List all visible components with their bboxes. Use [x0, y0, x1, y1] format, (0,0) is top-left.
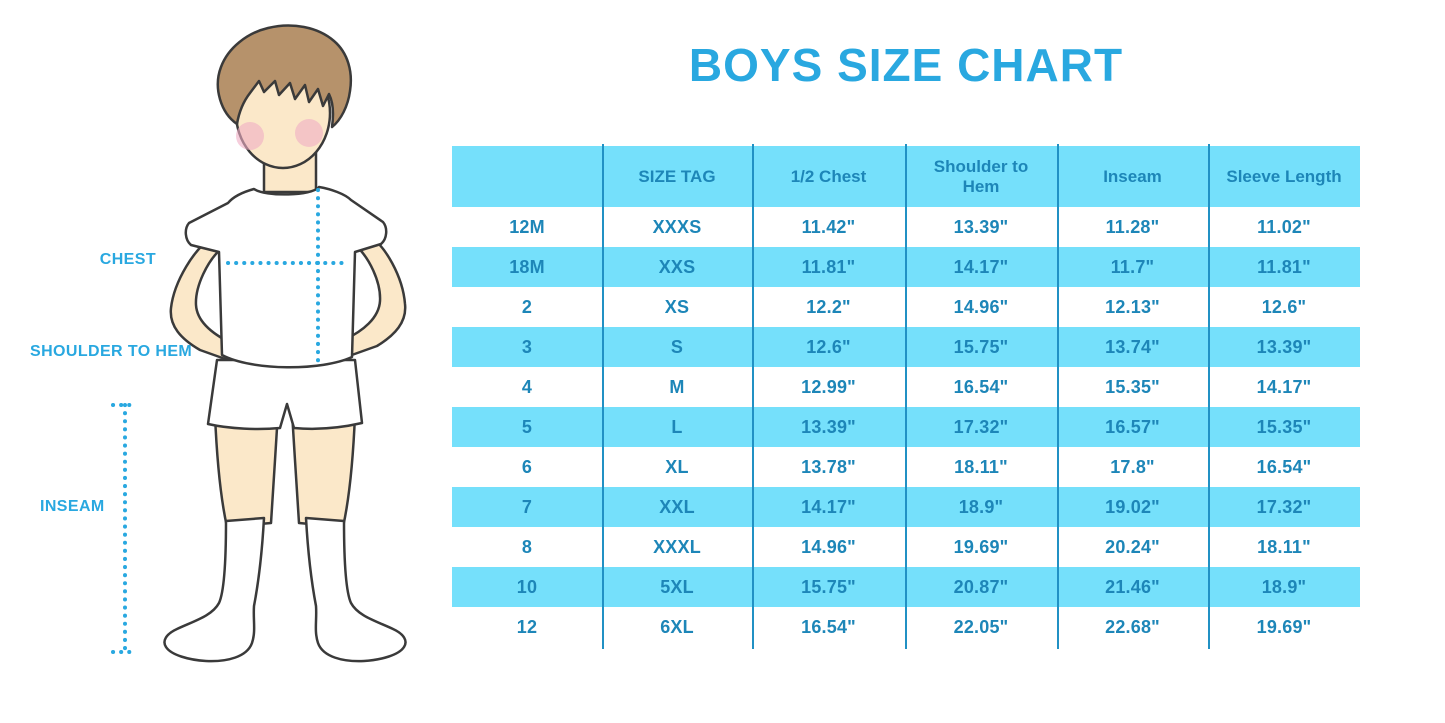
measurement-cell: 18.11" [954, 456, 1008, 477]
measurement-cell: S [670, 336, 684, 357]
measurement-cell: 18.11" [1257, 536, 1311, 557]
inseam-label: INSEAM [40, 498, 105, 515]
measurement-cell: XXS [658, 256, 696, 277]
size-cell: 10 [516, 576, 538, 597]
size-cell: 12 [516, 616, 538, 637]
measurement-cell: 14.96" [801, 536, 856, 557]
measurement-cell: 17.32" [953, 416, 1009, 437]
column-header: SIZE TAG [638, 166, 716, 186]
column-header: Shoulder to Hem [933, 156, 1029, 196]
size-cell: 6 [521, 456, 533, 477]
measurement-cell: 13.74" [1105, 336, 1160, 357]
measurement-cell: 11.42" [801, 216, 856, 237]
measurement-cell: 19.02" [1105, 496, 1160, 517]
measurement-cell: 14.17" [801, 496, 856, 517]
measurement-cell: 18.9" [958, 496, 1004, 517]
measurement-cell: 11.02" [1257, 216, 1311, 237]
measurement-cell: 5XL [660, 576, 694, 597]
chest-label: CHEST [99, 251, 156, 268]
measurement-cell: 16.57" [1105, 416, 1160, 437]
size-cell: 3 [521, 336, 533, 357]
shoulder-to-hem-label: SHOULDER TO HEM [30, 343, 193, 360]
measurement-cell: XS [664, 296, 690, 317]
size-cell: 12M [509, 216, 545, 237]
measurement-cell: 14.17" [1256, 376, 1312, 397]
measurement-cell: 15.75" [801, 576, 856, 597]
measurement-cell: 12.2" [806, 296, 851, 317]
measurement-cell: 12.99" [801, 376, 856, 397]
boy-illustration: CHEST SHOULDER TO HEM INSEAM [0, 0, 452, 723]
measurement-cell: L [671, 416, 683, 437]
measurement-cell: 14.96" [953, 296, 1009, 317]
size-cell: 5 [521, 416, 533, 437]
measurement-cell: 18.9" [1261, 576, 1307, 597]
size-cell: 2 [521, 296, 533, 317]
measurement-cell: 17.8" [1110, 456, 1155, 477]
measurement-cell: 19.69" [953, 536, 1009, 557]
column-divider [752, 144, 754, 649]
measurement-cell: 15.75" [953, 336, 1009, 357]
measurement-cell: XXL [659, 496, 695, 517]
measurement-cell: 16.54" [801, 616, 856, 637]
measurement-cell: 20.24" [1105, 536, 1160, 557]
measurement-cell: 11.28" [1105, 216, 1160, 237]
measurement-cell: 20.87" [953, 576, 1009, 597]
size-cell: 4 [521, 376, 533, 397]
column-divider [905, 144, 907, 649]
size-cell: 7 [521, 496, 533, 517]
size-cell: 18M [509, 256, 545, 277]
measurement-cell: 11.81" [801, 256, 856, 277]
measurement-cell: 6XL [660, 616, 694, 637]
page-title: BOYS SIZE CHART [688, 39, 1124, 91]
measurement-cell: M [669, 376, 685, 397]
column-divider [1057, 144, 1059, 649]
measurement-cell: XL [665, 456, 689, 477]
column-header-empty [452, 146, 602, 207]
column-header: 1/2 Chest [790, 166, 867, 186]
measurement-cell: XXXS [652, 216, 702, 237]
measurement-cell: 13.39" [801, 416, 856, 437]
measurement-cell: 17.32" [1256, 496, 1312, 517]
measurement-cell: 13.39" [1256, 336, 1312, 357]
measurement-cell: 22.68" [1105, 616, 1160, 637]
measurement-cell: 16.54" [953, 376, 1009, 397]
measurement-cell: 15.35" [1105, 376, 1160, 397]
measurement-cell: 11.7" [1110, 256, 1155, 277]
measurement-cell: 15.35" [1256, 416, 1312, 437]
measurement-cell: 13.78" [801, 456, 856, 477]
measurement-cell: 11.81" [1257, 256, 1311, 277]
column-divider [602, 144, 604, 649]
size-chart-table: SIZE TAG 1/2 Chest Shoulder to Hem Inseam Sl… [452, 144, 1360, 649]
measurement-cell: 16.54" [1256, 456, 1312, 477]
measurement-cell: 13.39" [953, 216, 1009, 237]
column-header: Sleeve Length [1226, 166, 1342, 186]
measurement-cell: 22.05" [953, 616, 1009, 637]
measurement-cell: 12.13" [1105, 296, 1160, 317]
size-cell: 8 [521, 536, 533, 557]
boy-figure-icon [111, 24, 407, 663]
column-divider [1208, 144, 1210, 649]
measurement-cell: 12.6" [806, 336, 851, 357]
column-header: Inseam [1103, 166, 1162, 186]
measurement-cell: 21.46" [1105, 576, 1160, 597]
measurement-cell: 19.69" [1256, 616, 1312, 637]
measurement-cell: 12.6" [1261, 296, 1307, 317]
measurement-cell: XXXL [653, 536, 701, 557]
measurement-cell: 14.17" [953, 256, 1009, 277]
